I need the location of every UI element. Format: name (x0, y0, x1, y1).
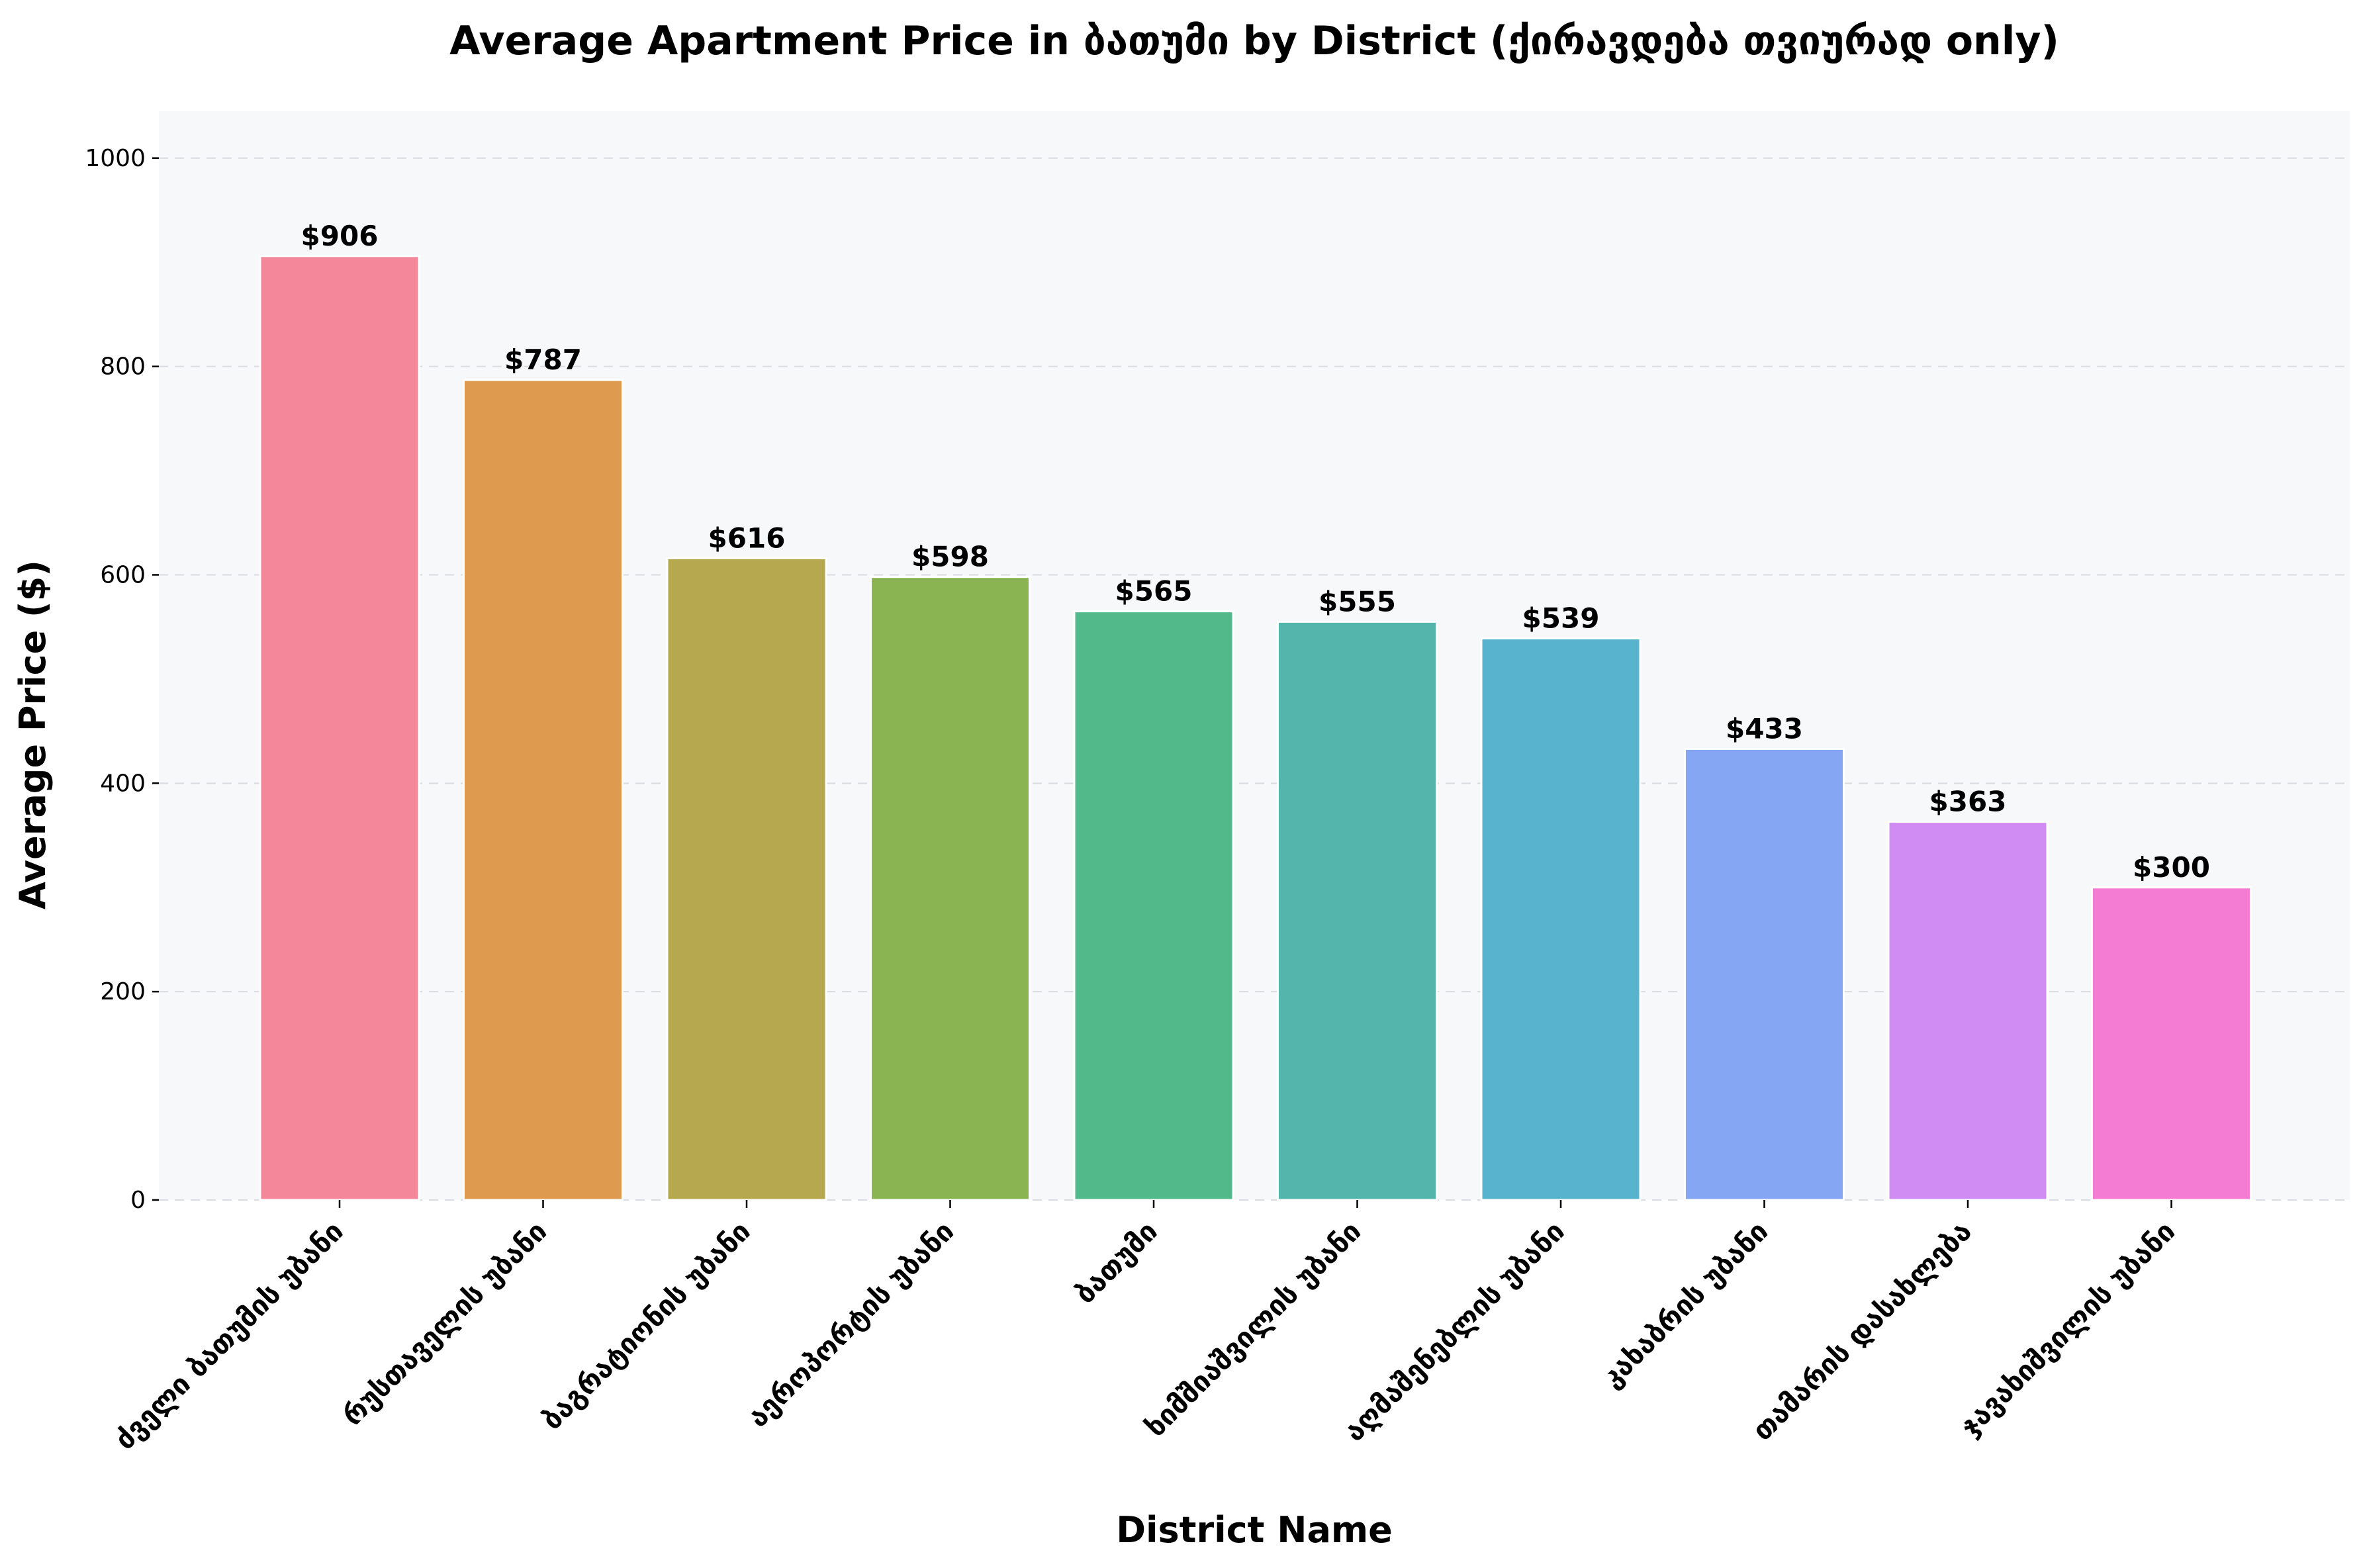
y-tick-label: 400 (100, 770, 146, 797)
bar-value-label: $555 (1319, 585, 1396, 618)
bar-value-label: $616 (708, 522, 786, 554)
bar (463, 379, 624, 1201)
bar-value-label: $363 (1929, 786, 2007, 818)
chart-title: Average Apartment Price in ბათუმი by Dis… (449, 18, 2059, 64)
x-tick-label: ჯავახიშვილის უბანი (1954, 1215, 2182, 1442)
x-tick-label: აეროპორტის უბანი (741, 1215, 960, 1433)
x-axis-label: District Name (1116, 1509, 1393, 1551)
x-tick-label: ბათუმი (1068, 1215, 1164, 1310)
bars-layer (259, 255, 2252, 1201)
bar (870, 576, 1031, 1201)
bar-value-label: $787 (504, 344, 582, 376)
x-tick-label: ძველი ბათუმის უბანი (109, 1215, 349, 1455)
x-tick-label: აღმაშენებლის უბანი (1338, 1215, 1571, 1448)
bar-value-label: $300 (2133, 851, 2210, 884)
bar-value-label: $433 (1726, 712, 1803, 745)
bar (1480, 637, 1642, 1201)
y-tick-label: 1000 (85, 145, 146, 172)
x-tick-label: ხიმშიაშვილის უბანი (1139, 1215, 1367, 1443)
bar (1073, 610, 1234, 1201)
bar (2091, 886, 2252, 1201)
bar (666, 557, 827, 1201)
bar-value-label: $906 (301, 220, 379, 252)
bar (1277, 620, 1438, 1201)
bar (259, 255, 420, 1201)
x-tick-label: ბაგრატიონის უბანი (535, 1215, 757, 1436)
x-tick-label: კახაბრის უბანი (1595, 1215, 1774, 1393)
y-tick-label: 600 (100, 562, 146, 589)
bar-value-label: $565 (1115, 575, 1193, 608)
y-tick-label: 200 (100, 978, 146, 1005)
y-axis-ticks: 0 200 400 600 800 1000 (85, 145, 159, 1214)
bar (1887, 821, 2049, 1201)
y-tick-label: 0 (130, 1187, 146, 1214)
bar (1684, 747, 1845, 1201)
x-tick-label: რუსთაველის უბანი (336, 1215, 553, 1432)
x-tick-label: თამარის დასახლება (1746, 1215, 1978, 1446)
y-axis-label: Average Price ($) (12, 560, 54, 909)
y-tick-label: 800 (100, 353, 146, 381)
bar-value-label: $539 (1522, 602, 1600, 635)
data-labels-layer: $906 $787 $616 $598 $565 $555 $539 $433 $363 $300 (301, 220, 2210, 884)
bar-value-label: $598 (911, 541, 989, 573)
